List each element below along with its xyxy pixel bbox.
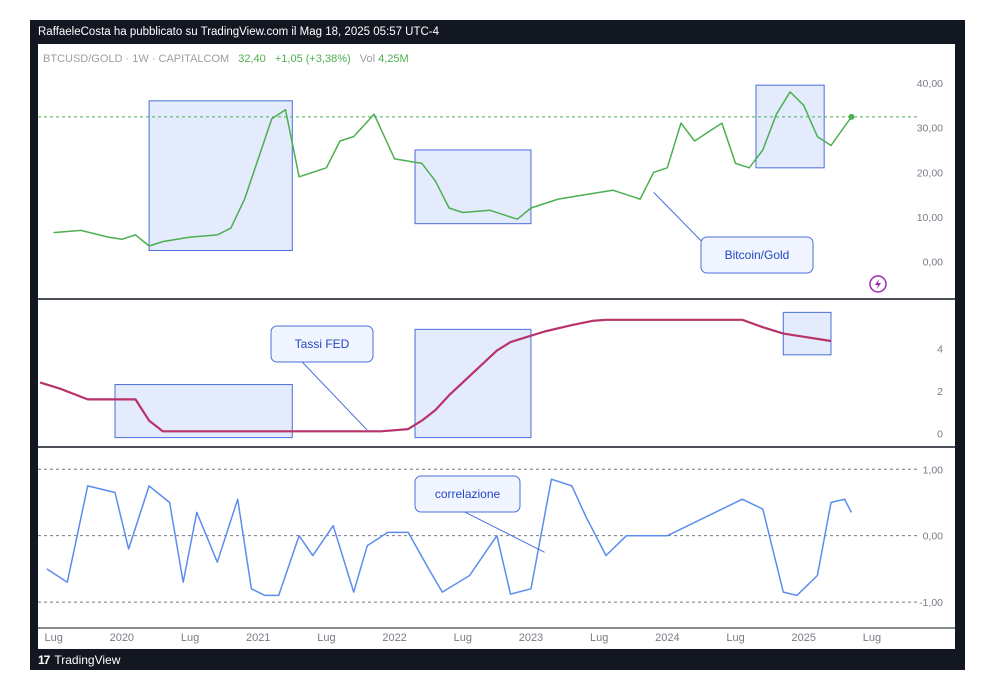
x-tick-label: Lug: [317, 632, 335, 644]
series-lines: [38, 91, 918, 603]
tradingview-logo-icon: 17: [38, 653, 50, 667]
callout-label: Bitcoin/Gold: [725, 248, 790, 262]
publish-headline: RaffaeleCosta ha pubblicato su TradingVi…: [38, 26, 440, 38]
legend-vol-value: 4,25M: [378, 53, 409, 65]
highlight-box[interactable]: [114, 384, 293, 439]
callout-label: correlazione: [435, 487, 501, 501]
y-tick-label: -1,00: [919, 597, 943, 609]
chart-frame: RaffaeleCosta ha pubblicato su TradingVi…: [30, 20, 965, 670]
x-tick-label: 2025: [791, 632, 815, 644]
callouts: Bitcoin/Gold Tassi FED correlazione: [270, 192, 814, 553]
highlight-boxes: [114, 84, 832, 439]
x-tick-label: 2021: [246, 632, 270, 644]
y-tick-label: 2: [937, 386, 943, 398]
y-tick-label: 0,00: [923, 531, 944, 543]
highlight-box[interactable]: [755, 84, 825, 169]
y-tick-label: 10,00: [917, 212, 943, 224]
legend-row: BTCUSD/GOLD · 1W · CAPITALCOM 32,40 +1,0…: [43, 53, 409, 65]
x-tick-label: Lug: [181, 632, 199, 644]
brand-name[interactable]: TradingView: [54, 653, 121, 667]
legend-symbol: BTCUSD/GOLD · 1W · CAPITALCOM: [43, 53, 229, 65]
chart-area[interactable]: 40,00 30,00 20,00 10,00 0,00 4 2 0 1,00 0,00 -1,00…: [38, 44, 955, 649]
y-tick-label: 1,00: [923, 464, 944, 476]
footer: 17 TradingView: [38, 650, 120, 670]
legend-vol-label: Vol: [360, 53, 375, 65]
lightning-bolt-icon[interactable]: [869, 275, 887, 293]
callout-box[interactable]: [270, 325, 374, 363]
series-line[interactable]: [46, 478, 853, 597]
x-tick-label: Lug: [44, 632, 62, 644]
highlight-box[interactable]: [414, 328, 532, 439]
legend-change: +1,05 (+3,38%): [275, 53, 351, 65]
highlight-box[interactable]: [414, 149, 532, 225]
callout-box[interactable]: [700, 236, 814, 274]
y-tick-label: 40,00: [917, 78, 943, 90]
series-line[interactable]: [39, 318, 832, 433]
x-tick-label: Lug: [590, 632, 608, 644]
y-tick-label: 4: [937, 343, 943, 355]
callout-label: Tassi FED: [295, 337, 350, 351]
x-tick-label: 2022: [382, 632, 406, 644]
x-tick-label: Lug: [863, 632, 881, 644]
chart-svg[interactable]: 40,00 30,00 20,00 10,00 0,00 4 2 0 1,00 0,00 -1,00…: [38, 44, 955, 649]
y-tick-label: 0,00: [923, 257, 944, 269]
x-tick-label: Lug: [454, 632, 472, 644]
axis-ticks: 40,00 30,00 20,00 10,00 0,00 4 2 0 1,00 0,00 -1,00…: [44, 78, 943, 644]
legend-last: 32,40: [238, 53, 266, 65]
x-tick-label: Lug: [726, 632, 744, 644]
callout-box[interactable]: [414, 475, 521, 513]
last-price-dot[interactable]: [848, 113, 855, 120]
x-tick-label: 2020: [110, 632, 134, 644]
y-tick-label: 0: [937, 428, 943, 440]
y-tick-label: 20,00: [917, 167, 943, 179]
x-tick-label: 2024: [655, 632, 679, 644]
x-tick-label: 2023: [519, 632, 543, 644]
highlight-box[interactable]: [782, 311, 832, 356]
y-tick-label: 30,00: [917, 123, 943, 135]
highlight-box[interactable]: [148, 100, 293, 251]
series-line[interactable]: [53, 91, 853, 247]
